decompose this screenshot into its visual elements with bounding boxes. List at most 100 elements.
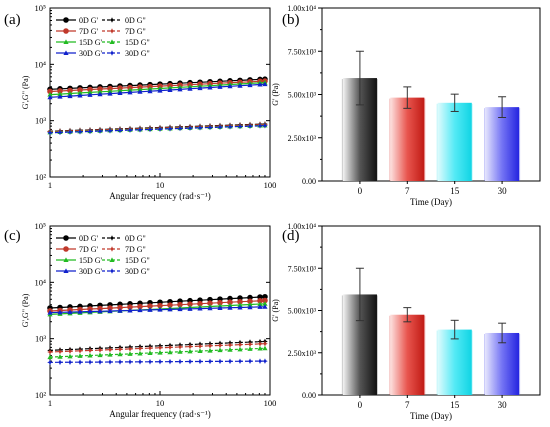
y-tick-label: 2.50x10³ — [288, 349, 317, 358]
data-point — [147, 307, 153, 312]
data-point — [47, 354, 53, 360]
series-7 — [47, 358, 268, 366]
data-point — [107, 359, 113, 365]
data-point — [137, 126, 143, 133]
data-point — [217, 347, 223, 353]
y-tick-label: 2.50x10³ — [288, 134, 317, 143]
panel-c-rheology-chart: (c) 10² 10³ 10⁴ 10⁵ 1 10 100 Angular frequency (… — [4, 221, 276, 419]
data-point — [207, 358, 213, 365]
data-point — [77, 348, 83, 354]
y-tick-label: 7.50x10³ — [288, 264, 317, 273]
data-point — [227, 342, 233, 348]
data-point — [47, 349, 53, 355]
x-tick-label: 1 — [48, 398, 52, 408]
data-point — [57, 94, 63, 99]
panel-a-rheology-chart: (a) 10² 10³ 10⁴ 10⁵ 1 10 100 Angular frequency (… — [4, 3, 276, 201]
legend: 0D G' 0D G" 7D G' 7D G" 15D G' 15D G" 30D G' 30… — [56, 16, 150, 58]
y-axis-label: G' (Pa) — [271, 299, 280, 322]
bar — [390, 314, 425, 395]
data-point — [67, 353, 73, 359]
legend-label: 15D G' — [79, 256, 103, 265]
legend-label: 30D G' — [79, 49, 103, 58]
legend-label: 7D G" — [125, 245, 146, 254]
x-axis-label: Angular frequency (rad·s⁻¹) — [109, 191, 210, 201]
x-tick-label: 30 — [498, 186, 508, 196]
legend-marker — [109, 257, 115, 262]
data-point — [167, 126, 173, 132]
data-point — [147, 345, 153, 351]
data-point — [117, 346, 123, 353]
data-point — [127, 351, 133, 356]
data-point — [157, 350, 163, 355]
data-point — [137, 359, 143, 365]
y-axis-label: G' (Pa) — [271, 83, 280, 106]
data-point — [97, 308, 103, 314]
data-point — [197, 305, 203, 311]
series-3 — [47, 340, 268, 355]
bar — [485, 332, 520, 395]
data-point — [97, 359, 103, 365]
data-point — [57, 348, 63, 355]
data-point — [187, 306, 193, 311]
data-point — [247, 123, 253, 129]
x-tick-label: 15 — [450, 186, 460, 196]
data-point — [67, 90, 73, 96]
data-point — [137, 307, 143, 313]
data-point — [117, 88, 123, 93]
data-point — [107, 346, 113, 353]
bar — [485, 107, 520, 181]
data-point — [47, 94, 53, 100]
data-point — [127, 307, 133, 313]
data-point — [67, 348, 73, 355]
x-tick-label: 10 — [156, 180, 165, 190]
data-point — [57, 359, 63, 366]
x-tick-label: 0 — [358, 186, 363, 196]
legend-label: 15D G" — [125, 38, 150, 47]
data-point — [247, 341, 253, 348]
data-point — [147, 126, 153, 133]
legend-label: 15D G' — [79, 38, 103, 47]
data-point — [167, 87, 173, 92]
data-point — [257, 301, 263, 307]
legend-label: 0D G' — [79, 16, 99, 25]
legend-marker — [109, 28, 115, 34]
data-point — [127, 359, 133, 365]
data-point — [77, 90, 83, 95]
legend-marker — [109, 246, 115, 252]
data-point — [207, 84, 213, 90]
legend-label: 0D G" — [125, 16, 146, 25]
data-point — [117, 90, 123, 96]
data-point — [67, 309, 73, 315]
data-point — [87, 347, 93, 354]
data-point — [87, 352, 93, 358]
data-point — [237, 304, 243, 310]
y-tick-label: 10² — [35, 172, 47, 182]
x-tick-label: 15 — [450, 400, 460, 410]
data-point — [247, 82, 253, 88]
data-point — [197, 85, 203, 91]
data-point — [227, 358, 233, 365]
data-point — [57, 354, 63, 359]
data-point — [237, 83, 243, 88]
series-7 — [47, 122, 268, 136]
data-point — [87, 89, 93, 95]
data-point — [187, 358, 193, 365]
data-point — [177, 358, 183, 365]
data-point — [147, 358, 153, 365]
data-point — [77, 359, 83, 365]
data-point — [157, 358, 163, 365]
y-axis-label: G',G" (Pa) — [21, 75, 30, 109]
data-point — [157, 307, 163, 312]
data-point — [157, 344, 163, 351]
y-tick-label: 5.00x10³ — [288, 91, 317, 100]
data-point — [227, 124, 233, 130]
data-point — [262, 358, 268, 364]
data-point — [127, 127, 133, 133]
data-point — [117, 359, 123, 365]
data-point — [137, 345, 143, 352]
data-point — [217, 305, 223, 311]
legend-marker — [63, 246, 69, 252]
data-point — [107, 88, 113, 94]
data-point — [97, 347, 103, 353]
